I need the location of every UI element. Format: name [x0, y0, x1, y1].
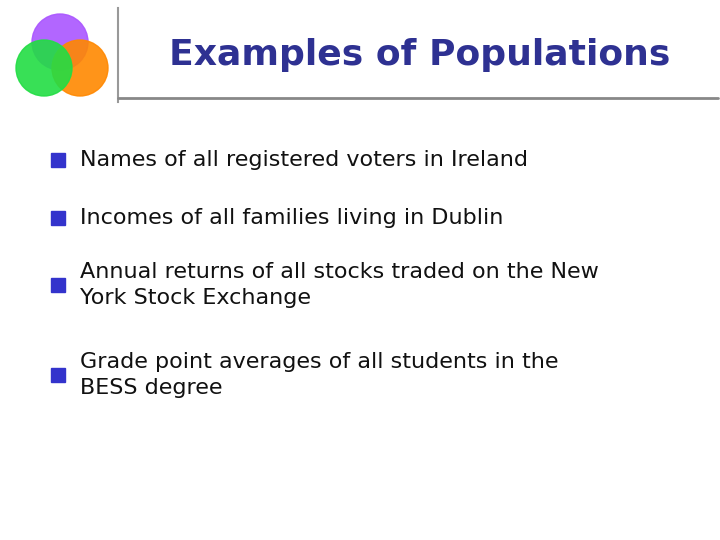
FancyBboxPatch shape: [51, 153, 65, 167]
Circle shape: [16, 40, 72, 96]
Text: Names of all registered voters in Ireland: Names of all registered voters in Irelan…: [80, 150, 528, 170]
FancyBboxPatch shape: [51, 278, 65, 292]
Text: Incomes of all families living in Dublin: Incomes of all families living in Dublin: [80, 208, 503, 228]
Circle shape: [52, 40, 108, 96]
Circle shape: [32, 14, 88, 70]
FancyBboxPatch shape: [51, 211, 65, 225]
Text: Annual returns of all stocks traded on the New
York Stock Exchange: Annual returns of all stocks traded on t…: [80, 262, 599, 308]
Text: Examples of Populations: Examples of Populations: [169, 38, 671, 72]
Text: Grade point averages of all students in the
BESS degree: Grade point averages of all students in …: [80, 352, 559, 398]
FancyBboxPatch shape: [51, 368, 65, 382]
